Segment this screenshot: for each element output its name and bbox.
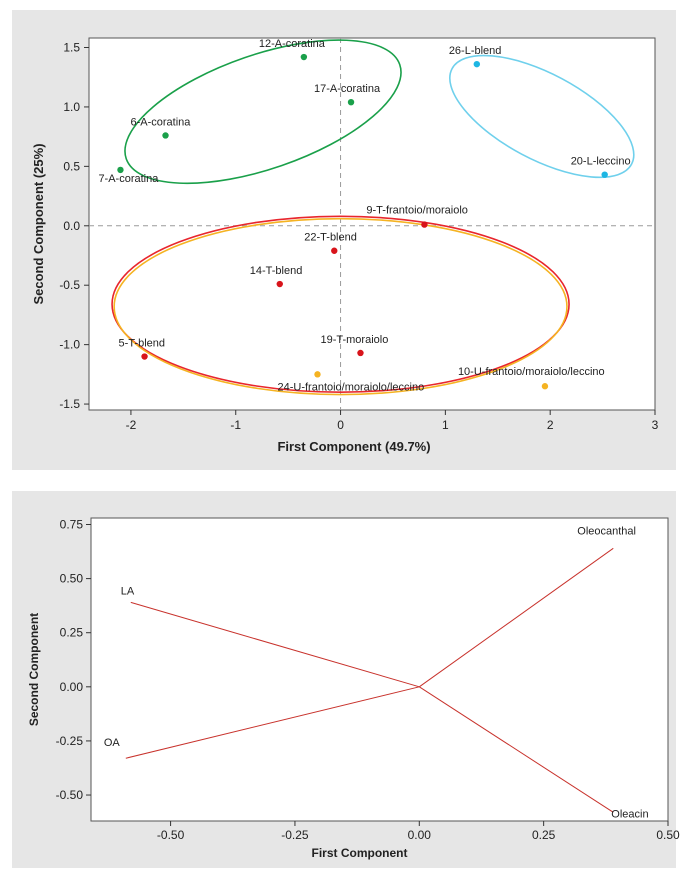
x-tick-label: 3 [652,418,659,432]
data-point [421,221,428,228]
data-point [300,53,308,61]
y-axis-title: Second Component [27,613,41,726]
x-tick-label: 0.50 [656,828,680,842]
loading-label: Oleocanthal [577,525,636,537]
loading-plot-panel: -0.50 -0.25 0.00 0.25 0.50 -0.50 -0.25 0.00 0.25… [12,491,680,868]
loading-plot: -0.50 -0.25 0.00 0.25 0.50 -0.50 -0.25 0.00 0.25… [27,517,680,860]
y-tick-label: 0.75 [60,517,84,531]
y-axis-title: Second Component (25%) [31,143,46,304]
loading-line-la [130,601,420,688]
y-tick-label: 0.5 [63,159,80,173]
loading-label: Oleacin [611,808,648,820]
y-tick-label: -0.5 [59,278,80,292]
point-label: 26-L-blend [449,45,502,57]
data-point [347,98,355,106]
loading-line-oa [125,686,420,759]
x-axis-title: First Component (49.7%) [277,439,430,454]
y-tick-label: 0.25 [60,626,84,640]
x-tick-label: -0.50 [157,828,185,842]
point-label: 5-T-blend [119,338,165,350]
group-ellipse-U [113,217,568,396]
data-point [601,171,608,178]
group-ellipse-L [449,54,635,179]
y-tick-label: -1.5 [59,397,80,411]
score-plot: -2 -1 0 1 2 3 -1.5 -1.0 -0.5 0.0 0.5 1.0 1.5 First Co… [31,37,659,454]
point-label: 7-A-coratina [98,173,159,185]
point-label: 10-U-frantoio/moraiolo/leccino [458,366,605,378]
score-plot-panel: -2 -1 0 1 2 3 -1.5 -1.0 -0.5 0.0 0.5 1.0 1.5 First Co… [12,10,676,470]
x-tick-label: 0.00 [408,828,432,842]
y-tick-label: -0.50 [56,788,84,802]
data-point [117,166,124,174]
x-tick-label: 0.25 [532,828,556,842]
point-label: 24-U-frantoio/moraiolo/leccino [277,381,424,393]
data-point [541,383,549,390]
y-tick-label: 1.5 [63,41,80,55]
loading-line-oleacin [419,686,614,813]
y-tick-label: -1.0 [59,338,80,352]
data-point [357,349,364,357]
plot-area [88,37,656,411]
x-tick-label: -1 [230,418,241,432]
loading-label: LA [121,585,135,597]
loading-line-oleocanthal [419,547,614,688]
group-ellipse-T [111,215,570,393]
point-label: 19-T-moraiolo [320,334,388,346]
loading-label: OA [104,737,121,749]
group-ellipse-A [124,39,402,185]
point-label: 17-A-coratina [314,83,381,95]
data-point [162,132,169,139]
x-tick-label: -2 [126,418,137,432]
point-label: 20-L-leccino [571,156,631,168]
x-tick-label: -0.25 [281,828,309,842]
point-label: 12-A-coratina [259,38,326,50]
data-point [314,371,321,378]
y-tick-label: -0.25 [56,734,84,748]
x-tick-label: 2 [547,418,554,432]
y-tick-label: 1.0 [63,100,80,114]
point-label: 9-T-frantoio/moraiolo [366,205,468,217]
plot-area [90,517,669,822]
x-tick-label: 1 [442,418,449,432]
x-axis-title: First Component [312,846,408,860]
data-point [331,247,338,254]
y-tick-label: 0.50 [60,572,84,586]
data-point [141,353,148,360]
data-point [473,60,481,68]
y-tick-label: 0.0 [63,219,80,233]
data-point [276,280,283,288]
point-label: 6-A-coratina [131,116,192,128]
point-label: 14-T-blend [250,265,303,277]
x-tick-label: 0 [337,418,344,432]
y-tick-label: 0.00 [60,680,84,694]
point-label: 22-T-blend [304,232,357,244]
